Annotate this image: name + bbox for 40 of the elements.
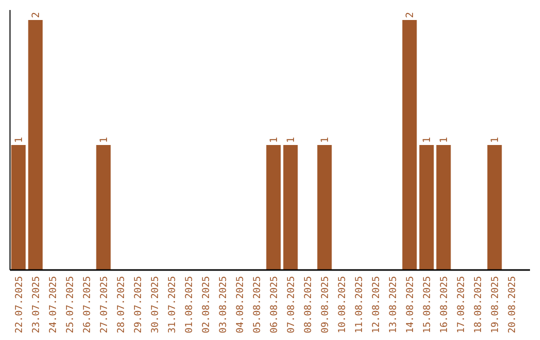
x-tick-label: 13.08.2025 [388,276,400,334]
x-tick-label: 10.08.2025 [337,276,348,334]
x-tick-label: 30.07.2025 [150,276,161,334]
x-tick-label: 28.07.2025 [116,276,127,334]
x-tick-label: 02.08.2025 [200,276,212,334]
x-tick-label: 04.08.2025 [234,276,246,334]
x-tick-label: 15.08.2025 [422,276,434,334]
x-tick-label: 22.07.2025 [14,276,25,334]
x-tick-label: 05.08.2025 [252,276,263,334]
x-tick-label: 23.07.2025 [30,276,42,334]
x-tick-label: 27.07.2025 [98,276,110,334]
data-label: 1 [320,136,332,143]
x-tick-label: 11.08.2025 [354,276,366,334]
x-tick-label: 12.08.2025 [371,276,382,334]
x-tick-label: 24.07.2025 [48,276,59,334]
x-tick-label: 06.08.2025 [269,276,280,334]
x-tick-label: 25.07.2025 [64,276,76,334]
x-tick-label: 20.08.2025 [507,276,518,334]
x-tick-label: 14.08.2025 [405,276,416,334]
x-tick-label: 26.07.2025 [82,276,93,334]
data-label: 2 [405,12,416,18]
data-label: 1 [439,136,450,143]
x-tick-label: 19.08.2025 [490,276,502,334]
data-label: 1 [286,136,298,143]
data-label: 1 [98,136,110,143]
x-tick-label: 09.08.2025 [320,276,332,334]
data-label: 2 [30,12,42,18]
x-tick-label: 29.07.2025 [132,276,144,334]
x-tick-label: 18.08.2025 [473,276,484,334]
data-label: 1 [14,136,25,143]
data-label: 1 [490,136,502,143]
x-tick-label: 17.08.2025 [456,276,468,334]
data-label: 1 [422,136,434,143]
x-tick-label: 16.08.2025 [439,276,450,334]
x-tick-label: 03.08.2025 [218,276,229,334]
x-tick-label: 07.08.2025 [286,276,298,334]
x-tick-label: 01.08.2025 [184,276,195,334]
x-tick-label: 08.08.2025 [303,276,314,334]
data-label: 1 [269,136,280,143]
x-tick-label: 31.07.2025 [166,276,178,334]
